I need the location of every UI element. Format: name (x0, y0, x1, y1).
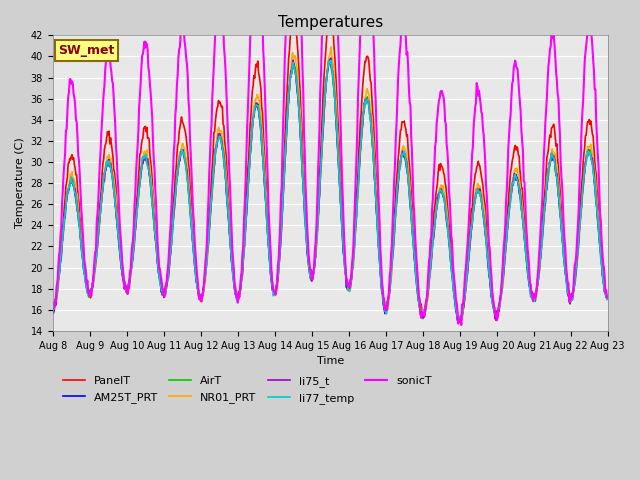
li75_t (116, 249, 124, 254)
PanelT (398, 119, 406, 125)
li77_temp (603, 297, 611, 302)
NR01_PRT (398, 148, 406, 154)
NR01_PRT (202, 279, 209, 285)
Line: li75_t: li75_t (52, 58, 607, 321)
AirT (456, 318, 463, 324)
Line: sonicT: sonicT (52, 0, 607, 325)
PanelT (327, 10, 335, 16)
PanelT (457, 319, 465, 325)
sonicT (458, 322, 465, 328)
Text: SW_met: SW_met (58, 44, 115, 57)
AM25T_PRT (398, 152, 406, 157)
AM25T_PRT (457, 319, 465, 325)
li77_temp (327, 58, 335, 63)
li77_temp (456, 319, 463, 324)
AM25T_PRT (326, 57, 333, 63)
AirT (49, 306, 56, 312)
Line: AirT: AirT (52, 58, 607, 321)
li75_t (172, 183, 180, 189)
li75_t (398, 151, 406, 157)
AM25T_PRT (414, 297, 422, 303)
li75_t (456, 318, 463, 324)
li75_t (603, 296, 611, 302)
Line: NR01_PRT: NR01_PRT (52, 47, 607, 323)
li75_t (49, 311, 56, 317)
li75_t (59, 234, 67, 240)
NR01_PRT (414, 285, 422, 290)
PanelT (414, 283, 422, 289)
sonicT (202, 260, 209, 265)
li75_t (202, 272, 209, 278)
PanelT (172, 166, 180, 172)
li77_temp (202, 273, 209, 279)
NR01_PRT (455, 320, 463, 325)
Line: li77_temp: li77_temp (52, 60, 607, 322)
AM25T_PRT (202, 272, 209, 277)
AM25T_PRT (172, 178, 180, 184)
sonicT (49, 307, 56, 312)
sonicT (398, 23, 406, 29)
AirT (326, 55, 334, 61)
li77_temp (49, 308, 56, 314)
NR01_PRT (327, 44, 335, 50)
NR01_PRT (116, 245, 124, 251)
sonicT (414, 281, 422, 287)
Line: PanelT: PanelT (52, 13, 607, 322)
PanelT (49, 306, 56, 312)
AM25T_PRT (59, 236, 67, 241)
NR01_PRT (603, 296, 611, 301)
X-axis label: Time: Time (317, 356, 344, 366)
sonicT (59, 188, 67, 193)
sonicT (172, 104, 180, 109)
li77_temp (116, 248, 124, 254)
AirT (172, 184, 180, 190)
AirT (202, 268, 209, 274)
NR01_PRT (49, 309, 56, 315)
li77_temp (414, 294, 422, 300)
PanelT (603, 296, 611, 301)
AirT (603, 295, 611, 300)
AirT (398, 152, 406, 158)
li77_temp (398, 152, 406, 157)
PanelT (202, 268, 209, 274)
NR01_PRT (59, 235, 67, 241)
sonicT (116, 223, 124, 228)
Line: AM25T_PRT: AM25T_PRT (52, 60, 607, 322)
AM25T_PRT (116, 250, 124, 256)
Y-axis label: Temperature (C): Temperature (C) (15, 138, 25, 228)
PanelT (59, 226, 67, 232)
NR01_PRT (172, 184, 180, 190)
Legend: PanelT, AM25T_PRT, AirT, NR01_PRT, li75_t, li77_temp, sonicT: PanelT, AM25T_PRT, AirT, NR01_PRT, li75_… (58, 372, 436, 408)
AirT (116, 245, 124, 251)
Title: Temperatures: Temperatures (278, 15, 383, 30)
sonicT (603, 294, 611, 300)
li75_t (327, 55, 335, 61)
li77_temp (172, 183, 180, 189)
AM25T_PRT (49, 306, 56, 312)
PanelT (116, 237, 124, 243)
AM25T_PRT (603, 295, 611, 300)
AirT (414, 297, 422, 302)
li75_t (414, 294, 422, 300)
li77_temp (59, 232, 67, 238)
AirT (59, 228, 67, 234)
